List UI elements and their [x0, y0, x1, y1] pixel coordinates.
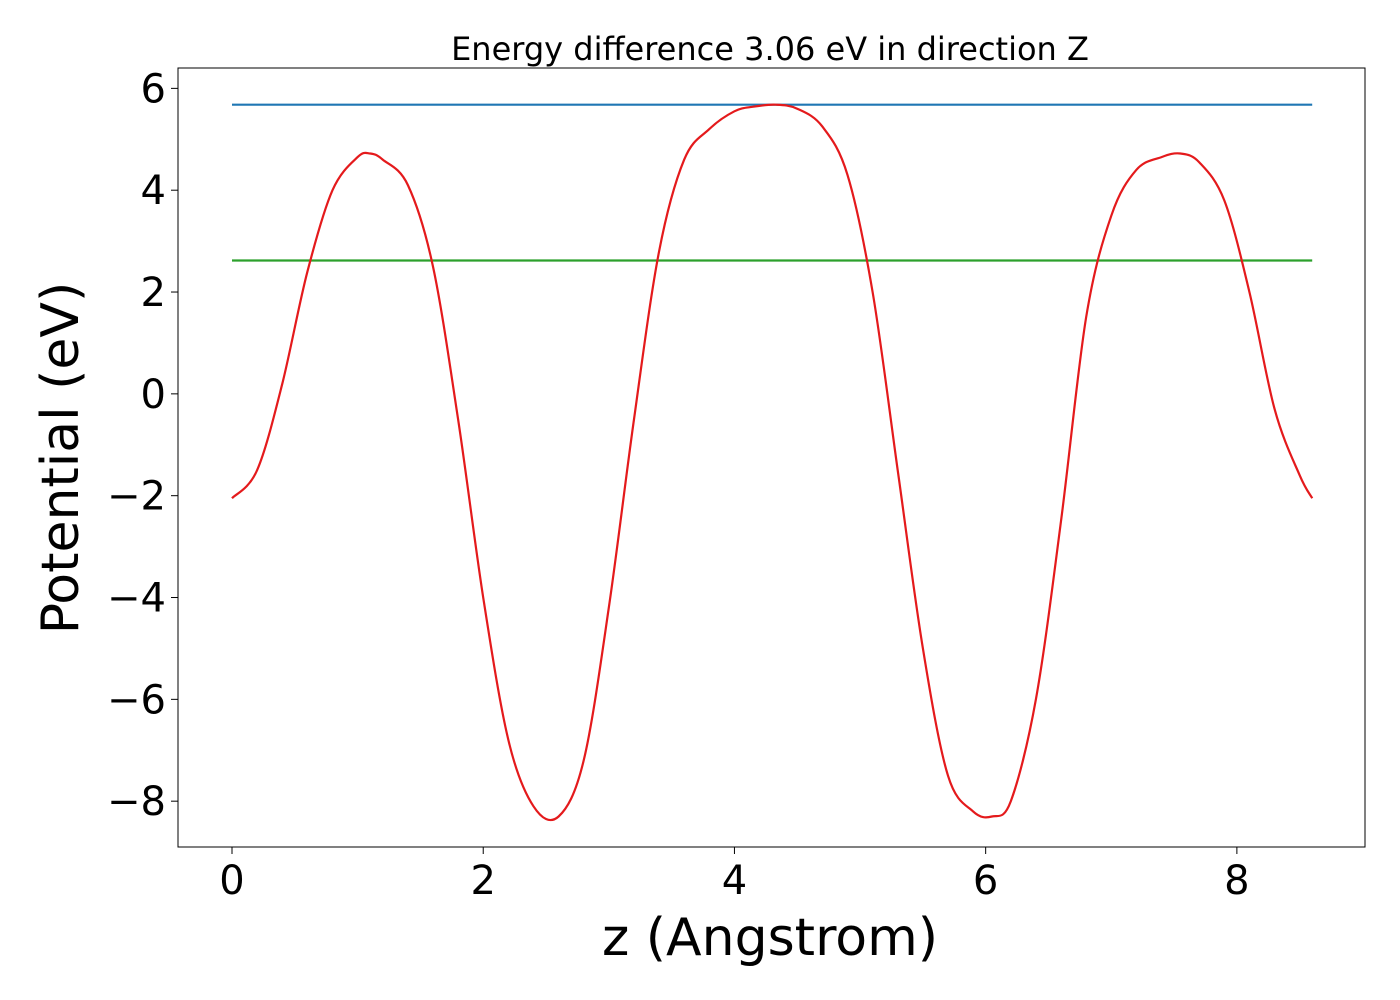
y-tick-label: −8 [107, 779, 166, 825]
y-tick-label: −4 [107, 576, 166, 622]
x-tick-label: 8 [1224, 858, 1249, 904]
x-tick-label: 2 [471, 858, 496, 904]
y-axis-title: Potential (eV) [31, 282, 91, 634]
x-axis-title: z (Angstrom) [602, 908, 938, 968]
y-tick-label: 6 [141, 66, 166, 112]
plot-lines [231, 103, 1314, 822]
y-tick-label: 4 [141, 168, 166, 214]
y-tick-label: −2 [107, 474, 166, 520]
y-tick-label: 2 [141, 270, 166, 316]
y-tick-label: 0 [141, 372, 166, 418]
y-axis-ticks: −8 −6 −4 −2 0 2 4 6 [107, 66, 178, 825]
x-tick-label: 6 [973, 858, 998, 904]
red-potential-curve [231, 103, 1314, 822]
x-tick-label: 4 [722, 858, 747, 904]
y-tick-label: −6 [107, 677, 166, 723]
x-tick-label: 0 [219, 858, 244, 904]
plot-frame [177, 67, 1366, 848]
chart-title: Energy difference 3.06 eV in direction Z [451, 30, 1089, 68]
x-axis-ticks: 0 2 4 6 8 [219, 847, 1250, 904]
